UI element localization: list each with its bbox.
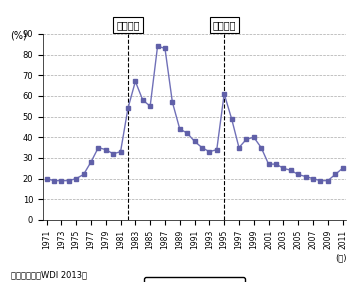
Text: 通貨危機: 通貨危機 xyxy=(212,20,236,30)
Text: 資料：世銀『WDI 2013』: 資料：世銀『WDI 2013』 xyxy=(11,270,87,279)
Y-axis label: (%): (%) xyxy=(10,30,27,40)
Text: 債務危機: 債務危機 xyxy=(116,20,140,30)
Legend: 対外債務残高の対 GNI 比: 対外債務残高の対 GNI 比 xyxy=(145,277,245,282)
Text: (年): (年) xyxy=(335,254,346,263)
